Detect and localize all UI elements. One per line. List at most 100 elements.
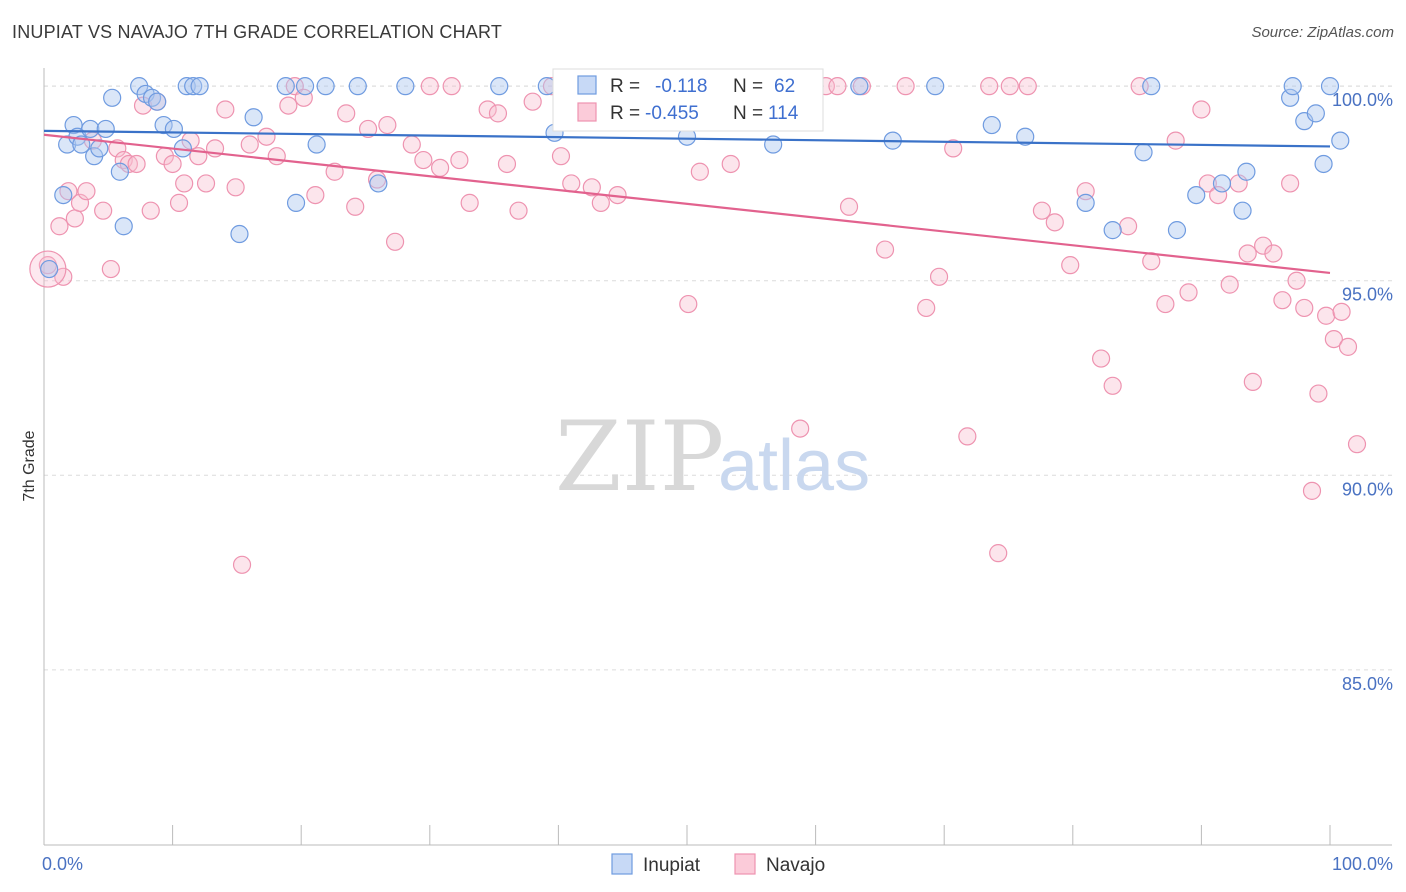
inupiat-point-6 [81,119,100,139]
bottom-legend-swatch-navajo [734,853,756,875]
navajo-point-34 [306,185,325,205]
y-tick-label-3: 100.0% [1332,90,1393,110]
navajo-point-98 [1192,100,1211,119]
navajo-point-55 [551,147,571,166]
navajo-point-112 [1309,384,1328,403]
inupiat-point-51 [1187,185,1206,205]
inupiat-point-47 [1103,221,1122,240]
navajo-point-43 [414,150,433,170]
inupiat-point-52 [1212,174,1232,193]
inupiat-point-53 [1233,201,1252,220]
inupiat-point-27 [295,77,315,96]
navajo-point-47 [450,150,469,170]
bottom-legend-navajo: Navajo [766,855,825,876]
navajo-point-107 [1273,291,1292,310]
stats-legend: R = -0.118 N = 62 R = -0.455 N = 114 [552,68,824,132]
inupiat-point-12 [114,217,133,236]
legend-r-label-navajo: R = [610,103,640,124]
navajo-point-111 [1302,481,1322,500]
navajo-point-46 [442,77,461,96]
navajo-point-87 [1045,213,1064,232]
inupiat-point-32 [396,77,415,96]
bottom-legend-inupiat: Inupiat [643,855,701,876]
navajo-point-1 [50,217,69,236]
legend-r-value-navajo: -0.455 [645,103,699,124]
navajo-point-108 [1281,174,1300,193]
chart-title: INUPIAT VS NAVAJO 7TH GRADE CORRELATION … [12,22,503,42]
legend-n-value-navajo: 114 [768,103,799,124]
stats-legend-box [552,68,824,132]
navajo-point-50 [488,104,508,123]
navajo-point-23 [196,174,216,193]
inupiat-point-54 [1237,162,1256,181]
inupiat-point-16 [148,92,167,111]
navajo-point-37 [346,197,365,216]
navajo-point-56 [562,174,581,193]
navajo-point-5 [70,193,90,212]
series-legend: Inupiat Navajo [611,853,825,876]
navajo-point-84 [1000,77,1019,96]
x-tick-labels: 0.0% 100.0% [42,854,1393,874]
navajo-point-42 [402,135,421,154]
navajo-point-100 [1209,185,1228,205]
y-tick-labels: 85.0% 90.0% 95.0% 100.0% [1332,90,1393,694]
inupiat-point-31 [369,174,388,193]
bottom-legend-swatch-inupiat [611,853,633,875]
y-tick-label-1: 90.0% [1342,479,1393,499]
inupiat-point-10 [103,88,122,107]
inupiat-point-21 [184,77,203,96]
navajo-point-95 [1156,294,1175,314]
y-tick-label-0: 85.0% [1342,674,1393,694]
y-axis-title: 7th Grade [21,430,38,501]
navajo-point-113 [1317,306,1336,325]
navajo-point-9 [101,259,120,279]
inupiat-point-61 [1331,131,1350,150]
inupiat-point-60 [1320,77,1340,96]
legend-n-label-navajo: N = [733,103,763,124]
inupiat-point-50 [1167,221,1187,240]
navajo-point-73 [828,77,847,96]
navajo-point-51 [497,154,517,174]
y-tick-label-2: 95.0% [1342,285,1393,305]
inupiat-point-26 [286,193,306,212]
navajo-point-82 [980,77,999,96]
navajo-point-80 [944,139,963,158]
legend-n-label-inupiat: N = [733,76,763,97]
inupiat-point-46 [1076,193,1095,212]
navajo-point-67 [721,154,740,174]
navajo-point-38 [358,119,378,139]
navajo-point-110 [1295,298,1314,318]
inupiat-point-29 [316,77,335,96]
navajo-point-40 [378,115,397,135]
inupiat-point-43 [926,77,945,96]
navajo-point-36 [337,104,356,123]
navajo-point-31 [279,96,298,115]
inupiat-point-58 [1306,104,1325,123]
inupiat-point-30 [348,77,367,96]
navajo-point-88 [1061,256,1080,275]
watermark-zip: ZIP [555,401,724,513]
inupiat-point-33 [490,77,509,96]
navajo-trend-line [43,133,1331,275]
navajo-point-92 [1118,217,1138,236]
navajo-point-25 [216,100,235,119]
navajo-point-101 [1220,275,1239,294]
navajo-point-70 [791,419,810,438]
navajo-point-13 [127,154,146,174]
inupiat-point-11 [110,162,129,181]
navajo-point-109 [1287,271,1306,290]
navajo-point-96 [1166,131,1185,150]
navajo-point-86 [1032,201,1052,220]
navajo-point-57 [582,178,601,197]
navajo-point-76 [875,240,895,259]
navajo-point-2 [54,267,73,286]
inupiat-trend-line [43,129,1331,148]
navajo-point-48 [460,193,479,212]
navajo-point-91 [1103,376,1122,395]
trend-lines [43,129,1331,275]
grid-lines [44,85,1392,671]
navajo-point-116 [1338,337,1358,356]
navajo-point-52 [509,201,528,220]
navajo-point-85 [1018,77,1037,96]
